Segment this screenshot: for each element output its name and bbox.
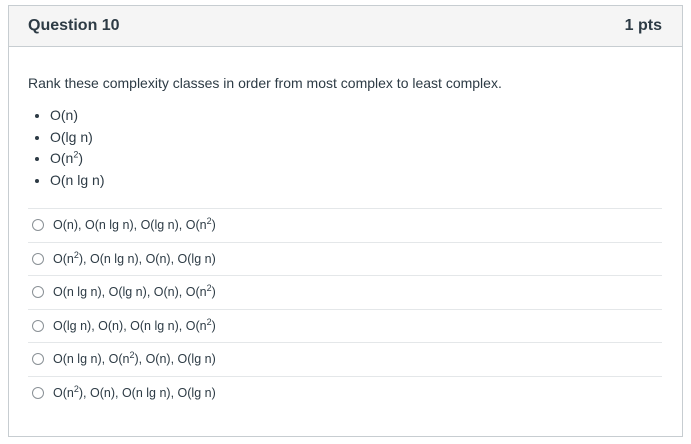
class-text: O(n2): [50, 149, 84, 166]
radio-button[interactable]: [32, 286, 44, 299]
question-header: Question 10 1 pts: [9, 6, 682, 47]
question-points: 1 pts: [624, 17, 662, 34]
question-body: Rank these complexity classes in order f…: [9, 47, 682, 410]
answer-label[interactable]: O(n), O(n lg n), O(lg n), O(n2): [53, 216, 216, 233]
radio-button[interactable]: [32, 319, 44, 332]
radio-button[interactable]: [32, 387, 44, 400]
answer-option-5[interactable]: O(n lg n), O(n2), O(n), O(lg n): [28, 343, 662, 377]
question-card: Question 10 1 pts Rank these complexity …: [8, 5, 683, 437]
answer-label[interactable]: O(n2), O(n lg n), O(n), O(lg n): [53, 249, 216, 266]
answer-option-3[interactable]: O(n lg n), O(lg n), O(n), O(n2): [28, 276, 662, 310]
list-item: O(n2): [50, 148, 662, 170]
list-item: O(lg n): [50, 127, 662, 149]
answer-options: O(n), O(n lg n), O(lg n), O(n2) O(n2), O…: [28, 208, 662, 410]
question-title: Question 10: [28, 17, 120, 34]
complexity-class-list: O(n) O(lg n) O(n2) O(n lg n): [28, 105, 662, 191]
answer-label[interactable]: O(n lg n), O(lg n), O(n), O(n2): [53, 283, 216, 300]
answer-label[interactable]: O(lg n), O(n), O(n lg n), O(n2): [53, 316, 216, 333]
answer-option-1[interactable]: O(n), O(n lg n), O(lg n), O(n2): [28, 209, 662, 243]
answer-option-2[interactable]: O(n2), O(n lg n), O(n), O(lg n): [28, 243, 662, 276]
radio-button[interactable]: [32, 252, 44, 265]
answer-label[interactable]: O(n lg n), O(n2), O(n), O(lg n): [53, 350, 216, 367]
class-text: O(n): [50, 107, 79, 123]
answer-option-6[interactable]: O(n2), O(n), O(n lg n), O(lg n): [28, 377, 662, 411]
radio-button[interactable]: [32, 219, 44, 232]
class-text: O(n lg n): [50, 171, 105, 188]
list-item: O(n): [50, 105, 662, 127]
list-item: O(n lg n): [50, 170, 662, 192]
class-text: O(lg n): [50, 128, 93, 145]
radio-button[interactable]: [32, 353, 44, 366]
answer-option-4[interactable]: O(lg n), O(n), O(n lg n), O(n2): [28, 310, 662, 343]
question-prompt: Rank these complexity classes in order f…: [28, 75, 502, 91]
answer-label[interactable]: O(n2), O(n), O(n lg n), O(lg n): [53, 384, 216, 401]
